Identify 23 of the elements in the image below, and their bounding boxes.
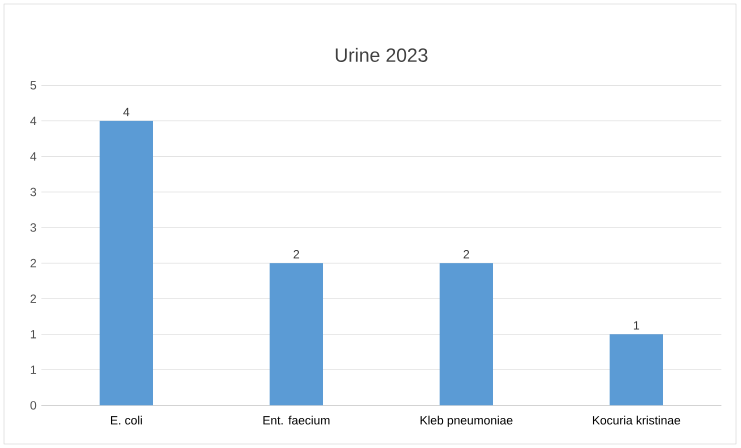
chart-title: Urine 2023 [336,48,428,62]
bar [440,263,494,406]
y-tick-label: 3 [30,223,36,232]
data-label: 1 [634,321,640,330]
bar [270,263,324,406]
y-tick-label: 4 [30,152,36,161]
y-tick-label: 2 [30,294,36,303]
y-tick-label: 1 [30,330,36,338]
data-label: 2 [294,250,300,258]
x-tick-label: E. coli [110,416,142,425]
x-tick-label: Ent. faecium [263,416,330,425]
data-label: 2 [464,250,470,258]
bar [100,120,154,406]
y-tick-label: 0 [30,401,36,410]
y-tick-label: 4 [30,116,36,126]
y-tick-label: 3 [30,188,36,196]
y-tick-label: 2 [30,258,36,268]
x-tick-label: Kleb pneumoniae [420,416,512,427]
y-tick-label: 5 [30,81,36,90]
bar [610,334,663,406]
data-label: 4 [123,108,130,116]
y-tick-label: 1 [30,366,36,374]
x-tick-label: Kocuria kristinae [592,416,680,425]
